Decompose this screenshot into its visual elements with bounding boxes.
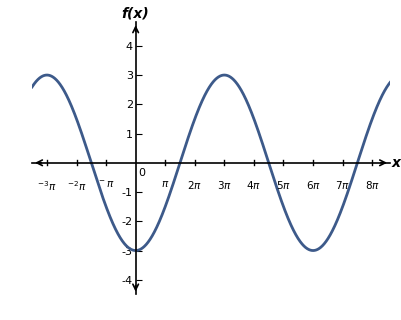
Text: x: x [391, 156, 399, 170]
Text: 0: 0 [138, 168, 145, 178]
Text: $3\pi$: $3\pi$ [216, 179, 231, 191]
Text: $^{-2}\pi$: $^{-2}\pi$ [67, 179, 86, 193]
Text: $8\pi$: $8\pi$ [364, 179, 379, 191]
Text: $^{-3}\pi$: $^{-3}\pi$ [37, 179, 57, 193]
Text: $5\pi$: $5\pi$ [275, 179, 290, 191]
Text: $\pi$: $\pi$ [161, 179, 169, 189]
Text: $7\pi$: $7\pi$ [334, 179, 349, 191]
Text: $4\pi$: $4\pi$ [246, 179, 261, 191]
Text: $6\pi$: $6\pi$ [305, 179, 320, 191]
Text: $^-\pi$: $^-\pi$ [97, 179, 115, 190]
Text: f(x): f(x) [122, 7, 149, 21]
Text: $2\pi$: $2\pi$ [187, 179, 202, 191]
